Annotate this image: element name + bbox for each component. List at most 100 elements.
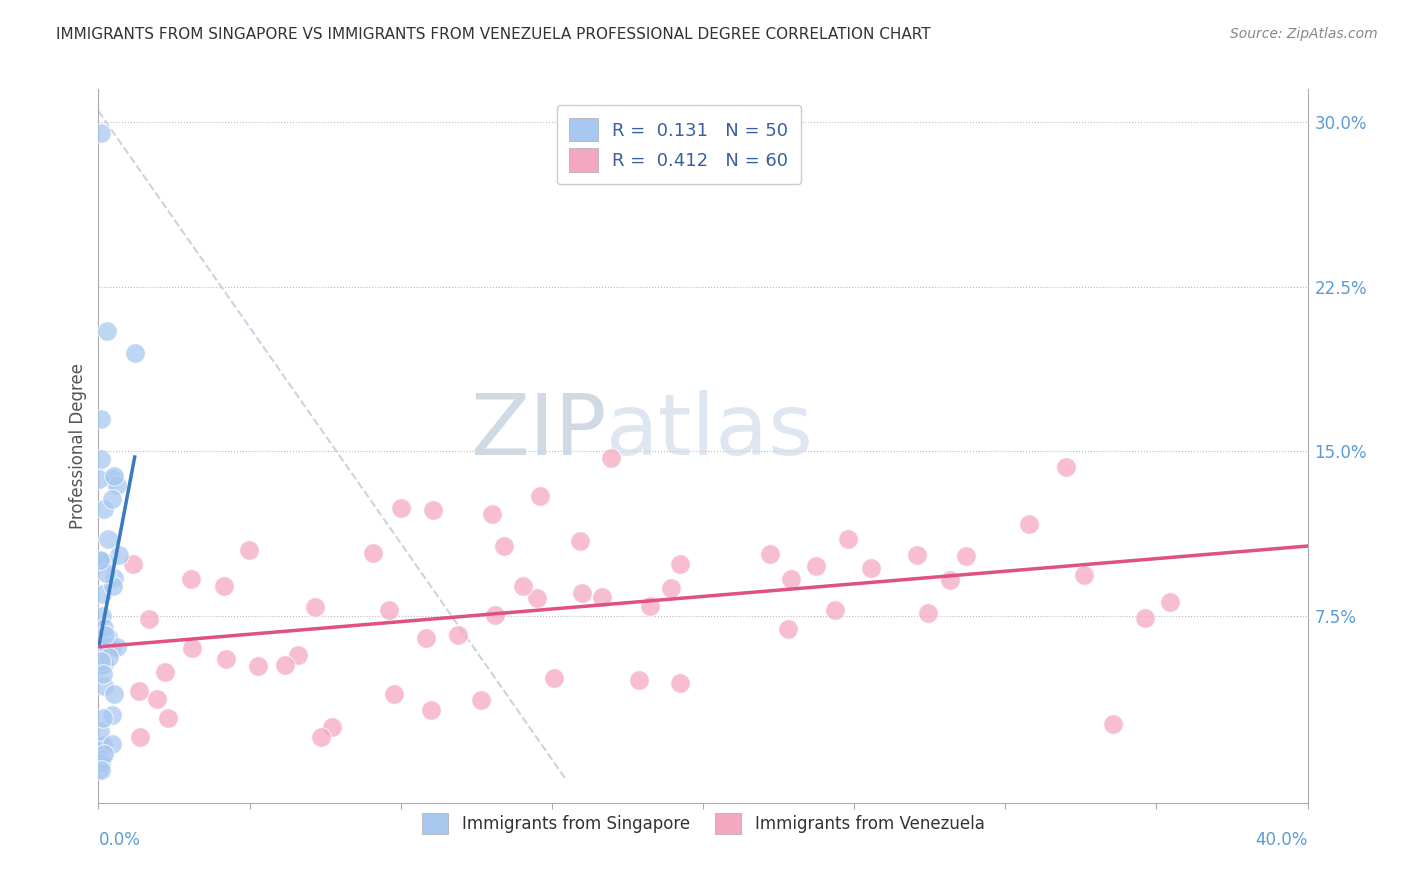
Point (97, 630, 120, 644)
Text: 40.0%: 40.0% (1256, 831, 1308, 849)
Point (94, 633, 117, 648)
Point (129, 730, 152, 744)
Point (94, 627, 117, 641)
Point (1073, 568, 1095, 582)
Y-axis label: Professional Degree: Professional Degree (69, 363, 87, 529)
Text: ZIP: ZIP (470, 390, 606, 474)
Point (481, 507, 503, 521)
Point (90, 609, 112, 624)
Point (93, 679, 115, 693)
Text: 0.0%: 0.0% (98, 831, 141, 849)
Point (759, 548, 782, 562)
Point (939, 573, 962, 587)
Legend: Immigrants from Singapore, Immigrants from Venezuela: Immigrants from Singapore, Immigrants fr… (415, 806, 991, 841)
Point (155, 665, 177, 680)
Point (780, 572, 803, 586)
Point (668, 558, 690, 572)
Point (420, 703, 443, 717)
Point (91, 630, 114, 644)
Point (103, 687, 125, 701)
Point (247, 658, 270, 673)
Point (156, 711, 179, 725)
Point (122, 557, 145, 571)
Point (128, 683, 150, 698)
Point (90, 649, 112, 664)
Point (309, 730, 332, 744)
Point (526, 591, 548, 605)
Point (93, 502, 115, 516)
Point (90, 756, 112, 771)
Point (422, 502, 444, 516)
Point (105, 478, 128, 492)
Text: IMMIGRANTS FROM SINGAPORE VS IMMIGRANTS FROM VENEZUELA PROFESSIONAL DEGREE CORRE: IMMIGRANTS FROM SINGAPORE VS IMMIGRANTS … (56, 27, 931, 42)
Point (304, 600, 326, 615)
Point (180, 572, 202, 586)
Point (97, 532, 120, 546)
Point (90, 411, 112, 425)
Point (543, 671, 565, 685)
Point (89, 553, 111, 567)
Point (91, 587, 114, 601)
Point (287, 648, 309, 663)
Point (90, 763, 112, 777)
Point (90, 452, 112, 467)
Point (494, 539, 516, 553)
Point (91, 711, 114, 725)
Point (837, 532, 859, 546)
Point (512, 579, 534, 593)
Point (212, 579, 235, 593)
Point (215, 652, 238, 666)
Point (568, 534, 591, 549)
Point (321, 721, 343, 735)
Point (105, 640, 128, 654)
Point (1102, 716, 1125, 731)
Point (103, 571, 125, 585)
Point (101, 737, 124, 751)
Point (93, 621, 115, 635)
Point (103, 469, 125, 483)
Point (108, 548, 131, 562)
Point (600, 450, 623, 465)
Point (100, 491, 122, 506)
Point (955, 549, 977, 564)
Point (274, 657, 297, 672)
Point (89, 650, 111, 665)
Point (90, 126, 112, 140)
Point (661, 582, 683, 596)
Point (638, 599, 661, 614)
Point (89, 739, 111, 754)
Point (96, 324, 118, 338)
Point (100, 641, 122, 656)
Point (824, 603, 846, 617)
Point (90, 658, 112, 673)
Point (103, 472, 125, 486)
Point (138, 612, 160, 626)
Point (804, 559, 827, 574)
Point (377, 602, 399, 616)
Point (776, 622, 799, 636)
Point (124, 345, 146, 359)
Point (1159, 595, 1181, 609)
Point (100, 708, 122, 723)
Point (90, 554, 112, 568)
Point (470, 693, 492, 707)
Point (90, 654, 112, 668)
Point (97, 639, 120, 653)
Point (669, 676, 692, 690)
Point (89, 762, 111, 776)
Point (103, 579, 125, 593)
Point (89, 472, 111, 486)
Point (917, 607, 939, 621)
Point (98, 649, 121, 664)
Point (389, 500, 412, 515)
Point (382, 687, 405, 701)
Point (94, 566, 117, 580)
Point (363, 546, 385, 560)
Point (529, 489, 551, 503)
Point (415, 632, 437, 646)
Point (93, 747, 115, 762)
Point (484, 607, 506, 622)
Point (146, 692, 169, 706)
Point (905, 548, 928, 562)
Text: Source: ZipAtlas.com: Source: ZipAtlas.com (1230, 27, 1378, 41)
